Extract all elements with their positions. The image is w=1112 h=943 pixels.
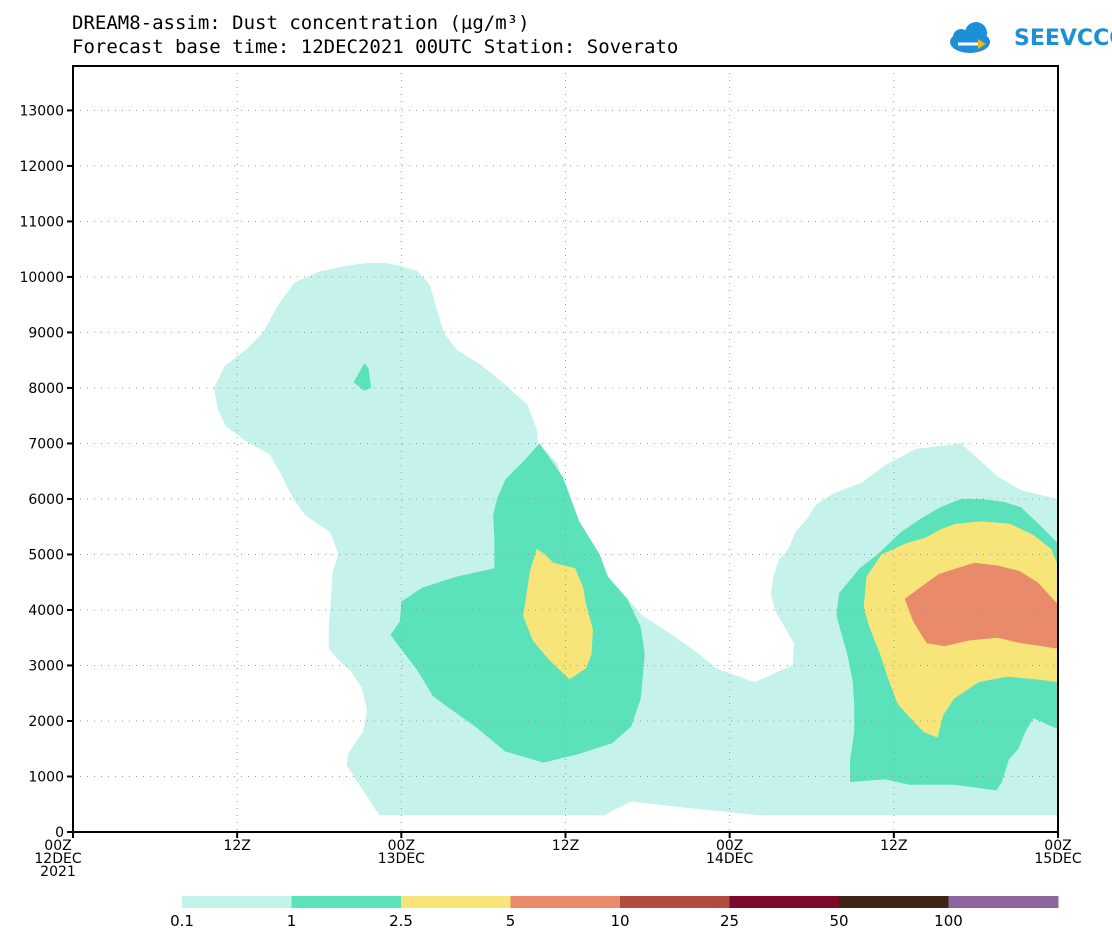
x-tick-label-1: 12Z [223, 838, 250, 854]
y-tick-label-3000: 3000 [28, 658, 64, 674]
legend-label-7: 100 [934, 912, 963, 930]
colorbar-legend: 0.1 1 2.5 5 10 25 50 100 [170, 896, 1059, 930]
x-tick-label-0: 00Z 12DEC 2021 [34, 838, 81, 880]
legend-label-6: 50 [829, 912, 848, 930]
legend-label-1: 1 [287, 912, 297, 930]
seevccc-logo [950, 22, 990, 53]
chart-title: DREAM8-assim: Dust concentration (µg/m³) [72, 12, 530, 34]
legend-swatch-6 [839, 896, 949, 908]
y-tick-label-11000: 11000 [19, 214, 64, 230]
cloud-icon [950, 22, 990, 53]
legend-label-4: 10 [610, 912, 629, 930]
legend-label-3: 5 [506, 912, 516, 930]
legend-label-5: 25 [720, 912, 739, 930]
y-tick-label-10000: 10000 [19, 270, 64, 286]
y-tick-label-9000: 9000 [28, 325, 64, 341]
legend-swatch-1 [291, 896, 402, 908]
contour-layer [213, 263, 1058, 816]
y-tick-label-4000: 4000 [28, 603, 64, 619]
contour-region-2-level-1 [390, 443, 645, 763]
x-tick-label-3: 12Z [552, 838, 579, 854]
legend-swatch-3 [510, 896, 621, 908]
contour-region-1-level-1 [353, 363, 372, 391]
contour-region-6-level-3 [904, 562, 1058, 649]
legend-label-0: 0.1 [170, 912, 194, 930]
y-tick-label-2000: 2000 [28, 714, 64, 730]
x-tick-label-4: 00Z 14DEC [706, 838, 753, 867]
legend-swatch-4 [620, 896, 730, 908]
y-tick-label-13000: 13000 [19, 103, 64, 119]
y-tick-label-0: 0 [55, 825, 64, 841]
legend-label-2: 2.5 [389, 912, 413, 930]
chart-subtitle: Forecast base time: 12DEC2021 00UTC Stat… [72, 36, 679, 58]
x-tick-label-5: 12Z [880, 838, 907, 854]
y-tick-label-5000: 5000 [28, 547, 64, 563]
legend-swatch-5 [729, 896, 840, 908]
tick-layer: 0 1000 2000 3000 4000 5000 6000 7000 8000 9000 100… [19, 103, 1081, 880]
y-tick-label-12000: 12000 [19, 159, 64, 175]
legend-swatch-7 [948, 896, 1059, 908]
y-tick-label-7000: 7000 [28, 436, 64, 452]
x-tick-label-6: 00Z 15DEC [1034, 838, 1081, 867]
x-tick-label-2: 00Z 13DEC [378, 838, 425, 867]
logo-text: SEEVCCC [1014, 26, 1112, 51]
y-tick-label-6000: 6000 [28, 492, 64, 508]
y-tick-label-8000: 8000 [28, 381, 64, 397]
legend-swatch-2 [401, 896, 511, 908]
y-tick-label-1000: 1000 [28, 769, 64, 785]
contour-region-4-level-2 [523, 548, 593, 680]
legend-swatch-0 [182, 896, 292, 908]
